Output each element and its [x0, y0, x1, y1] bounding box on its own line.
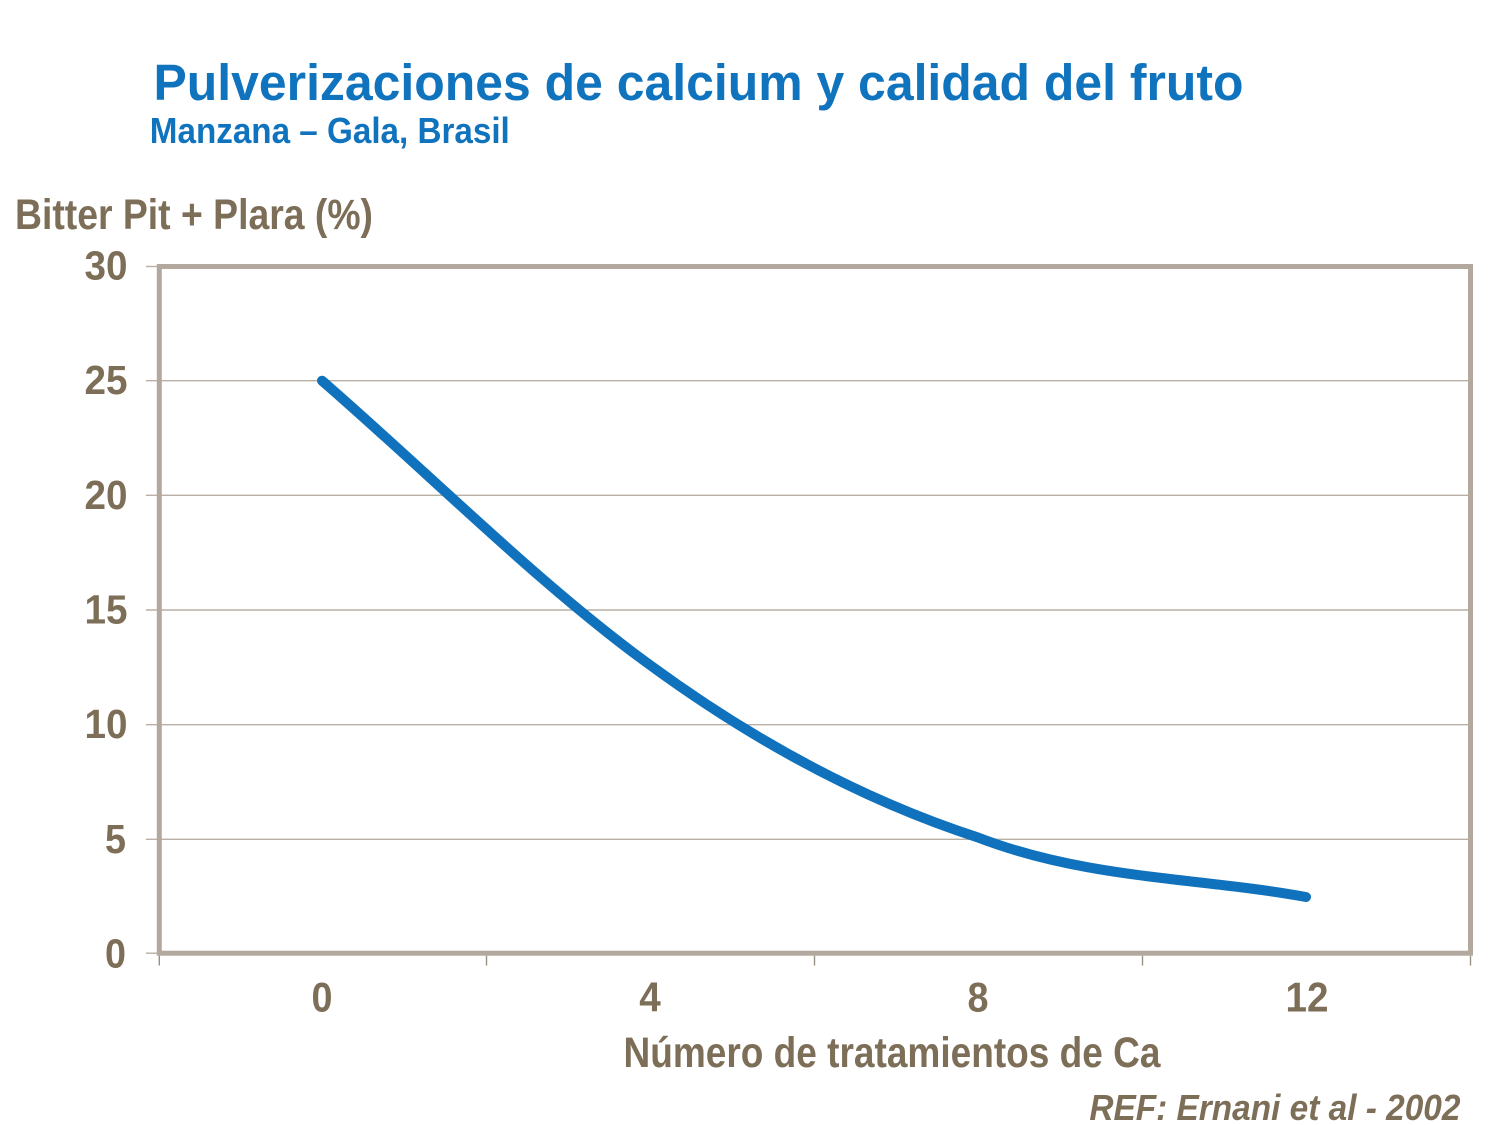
- svg-text:0: 0: [312, 974, 333, 1021]
- svg-text:20: 20: [85, 472, 128, 518]
- svg-text:25: 25: [85, 357, 128, 403]
- svg-text:REF: Ernani et al - 2002: REF: Ernani et al - 2002: [1089, 1087, 1460, 1125]
- svg-text:Número de tratamientos de Ca: Número de tratamientos de Ca: [624, 1029, 1162, 1077]
- svg-text:Bitter Pit + Plara (%): Bitter Pit + Plara (%): [15, 191, 373, 239]
- svg-text:30: 30: [85, 243, 128, 289]
- svg-text:10: 10: [85, 701, 128, 747]
- svg-text:8: 8: [968, 974, 989, 1021]
- svg-text:4: 4: [639, 974, 661, 1021]
- svg-text:Pulverizaciones de calcium y c: Pulverizaciones de calcium y calidad del…: [154, 54, 1244, 111]
- svg-text:5: 5: [105, 816, 126, 862]
- svg-text:0: 0: [105, 931, 126, 977]
- svg-text:12: 12: [1286, 974, 1329, 1021]
- svg-text:Manzana – Gala, Brasil: Manzana – Gala, Brasil: [150, 110, 510, 151]
- svg-text:15: 15: [85, 587, 128, 633]
